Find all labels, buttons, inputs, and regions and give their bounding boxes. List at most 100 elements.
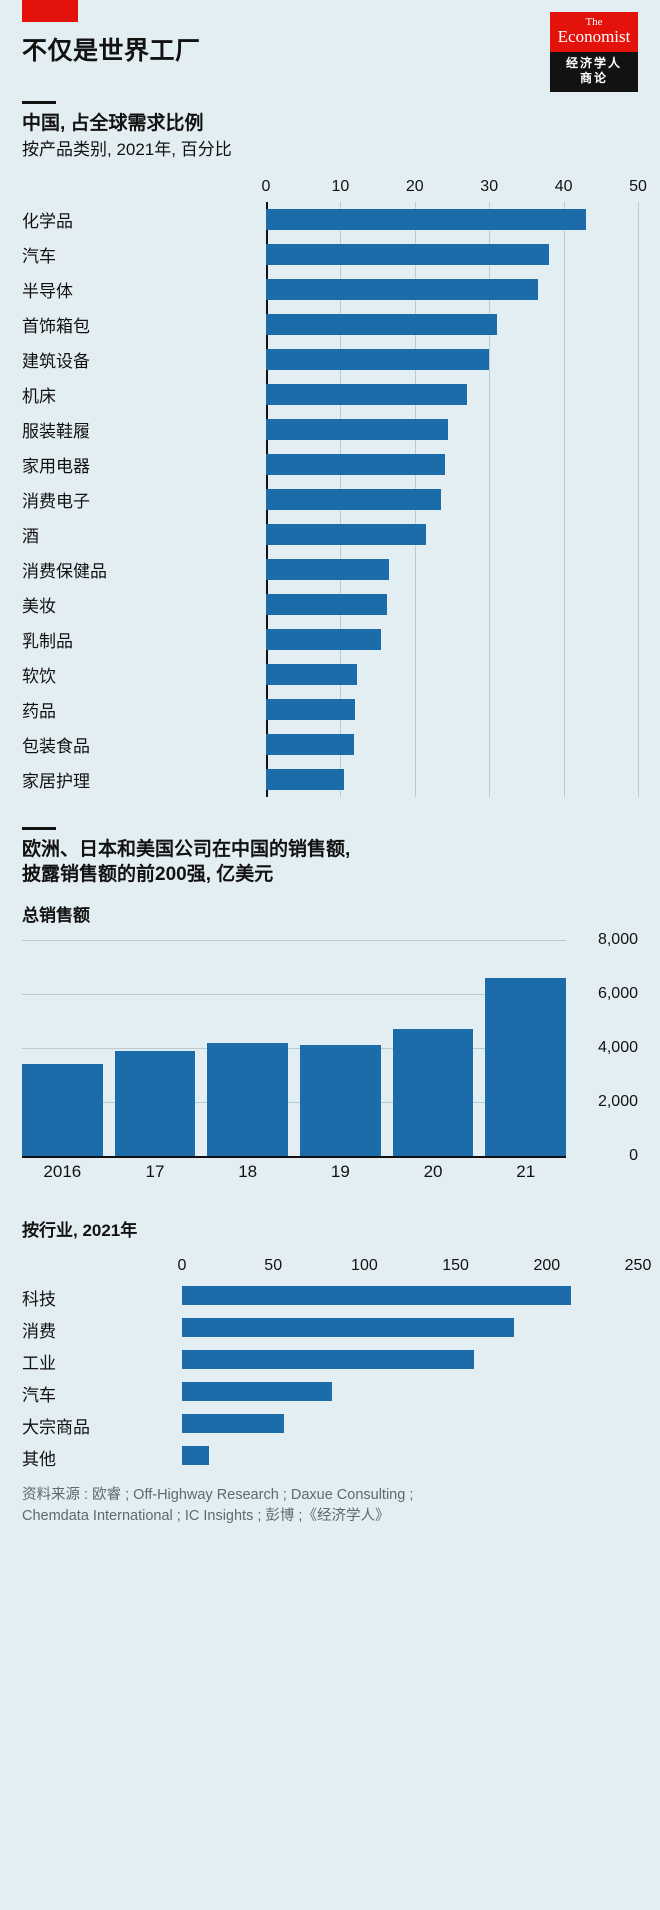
section1-subheading: 按产品类别, 2021年, 百分比 xyxy=(22,140,232,159)
chart2-columns xyxy=(22,940,567,1156)
x-tick-label: 250 xyxy=(624,1257,652,1274)
bar-track xyxy=(266,517,638,552)
economist-logo-red: The Economist xyxy=(550,12,638,52)
bar-row: 工业 xyxy=(22,1345,638,1377)
bar-label: 大宗商品 xyxy=(22,1417,90,1437)
y-tick-label: 2,000 xyxy=(597,1093,638,1110)
gridline xyxy=(22,994,566,995)
bar-row: 酒 xyxy=(22,517,638,552)
x-tick-label: 50 xyxy=(264,1257,283,1274)
bar-label: 首饰箱包 xyxy=(22,317,90,336)
bar xyxy=(182,1317,514,1337)
gridline xyxy=(563,202,565,797)
bar-track xyxy=(182,1344,638,1379)
economist-logo-cn: 经济学人 商论 xyxy=(550,52,638,92)
x-tick-label: 20 xyxy=(423,1162,443,1181)
bar-label: 其他 xyxy=(22,1449,56,1469)
bar xyxy=(266,244,549,265)
x-tick-label: 40 xyxy=(554,178,573,195)
bar xyxy=(182,1285,571,1305)
section-foreign-sales: 欧洲、日本和美国公司在中国的销售额, 披露销售额的前200强, 亿美元 总销售额… xyxy=(22,827,638,1190)
bar-track xyxy=(182,1280,638,1315)
section-rule xyxy=(22,101,56,104)
bar-row: 家居护理 xyxy=(22,762,638,797)
bar-label: 工业 xyxy=(22,1353,56,1373)
gridline xyxy=(638,202,639,797)
x-tick-label: 21 xyxy=(516,1162,536,1181)
x-tick-label: 0 xyxy=(261,178,271,195)
y-tick-label: 4,000 xyxy=(597,1039,638,1056)
source-line-2: Chemdata International ; IC Insights ; 彭… xyxy=(22,1508,390,1524)
bar-label: 服装鞋履 xyxy=(22,422,90,441)
bar xyxy=(266,384,467,405)
gridline xyxy=(489,202,491,797)
bar-label: 家用电器 xyxy=(22,457,90,476)
logo-economist: Economist xyxy=(557,27,631,46)
section2-heading-line1: 欧洲、日本和美国公司在中国的销售额, xyxy=(22,839,351,860)
bar-track xyxy=(182,1440,638,1475)
bar-row: 消费电子 xyxy=(22,482,638,517)
column xyxy=(22,1064,103,1156)
chart1-plot: 化学品 汽车 半导体 首饰箱包 建筑设备 机床 服装鞋履 家用电器 消费电子酒消费保健品 美妆 乳制… xyxy=(22,202,639,797)
section-china-demand: 中国, 占全球需求比例 按产品类别, 2021年, 百分比 0 10 20 30 40 5… xyxy=(22,101,647,797)
y-tick-label: 0 xyxy=(629,1147,638,1164)
bar xyxy=(266,769,345,790)
chart3-rows: 科技消费工业汽车大宗商品其他 xyxy=(22,1281,638,1473)
section-rule-2 xyxy=(22,827,56,830)
bar xyxy=(182,1349,474,1369)
bar-row: 美妆 xyxy=(22,587,638,622)
column xyxy=(114,1050,196,1156)
bar xyxy=(266,629,382,650)
gridline xyxy=(22,1102,566,1103)
column xyxy=(207,1042,289,1156)
x-tick-label: 19 xyxy=(330,1162,350,1181)
bar-track xyxy=(266,622,638,657)
bar-label: 科技 xyxy=(22,1289,56,1309)
bar xyxy=(266,489,441,510)
bar xyxy=(266,559,389,580)
bar-label: 汽车 xyxy=(22,1385,56,1405)
bar-track xyxy=(266,587,638,622)
x-tick-label: 200 xyxy=(533,1257,561,1274)
bar-track xyxy=(266,342,638,377)
chart3-x-axis: 0 50 100 150 200 250 xyxy=(178,1257,652,1281)
source-line-1: 资料来源 : 欧睿 ; Off-Highway Research ; Daxue… xyxy=(22,1487,414,1503)
bar-row: 家用电器 xyxy=(22,447,638,482)
bar-row: 服装鞋履 xyxy=(22,412,638,447)
logo-the: The xyxy=(585,16,603,28)
bar-track xyxy=(266,202,638,237)
page-title: 不仅是世界工厂 xyxy=(22,37,201,65)
section-by-industry: 按行业, 2021年 0 50 100 150 200 250 科技 消费 工业 汽车 大宗商品其… xyxy=(22,1216,652,1473)
bar xyxy=(266,349,490,370)
bar xyxy=(266,524,426,545)
chart-total-sales: 0 2,000 4,000 6,000 8,000 2016 17 18 19 20 21 xyxy=(22,931,638,1190)
bar-row: 消费 xyxy=(22,1313,638,1345)
bar-row: 化学品 xyxy=(22,202,638,237)
x-tick-label: 10 xyxy=(331,178,350,195)
bar-label: 机床 xyxy=(22,387,56,406)
bar-track xyxy=(266,762,638,797)
x-tick-label: 0 xyxy=(177,1257,187,1274)
logo-cn-line1: 经济学人 xyxy=(565,56,622,70)
bar-label: 汽车 xyxy=(22,247,56,266)
y-tick-label: 6,000 xyxy=(597,985,638,1002)
bar xyxy=(266,454,445,475)
bar-label: 包装食品 xyxy=(22,737,90,756)
bar-row: 消费保健品 xyxy=(22,552,638,587)
chart2-baseline xyxy=(22,1156,566,1158)
bar-row: 乳制品 xyxy=(22,622,638,657)
x-tick-label: 50 xyxy=(629,178,647,195)
bar-row: 药品 xyxy=(22,692,638,727)
bar xyxy=(266,419,449,440)
bar-label: 消费保健品 xyxy=(22,562,107,581)
chart2-plot xyxy=(22,940,567,1156)
bar-track xyxy=(266,727,638,762)
bar-label: 酒 xyxy=(22,527,39,546)
bar-label: 消费 xyxy=(22,1321,56,1341)
brand-red-tab xyxy=(22,0,78,22)
section2-label: 总销售额 xyxy=(22,906,90,925)
bar-track xyxy=(266,657,638,692)
column xyxy=(485,977,567,1156)
x-tick-label: 18 xyxy=(238,1162,258,1181)
bar-row: 建筑设备 xyxy=(22,342,638,377)
